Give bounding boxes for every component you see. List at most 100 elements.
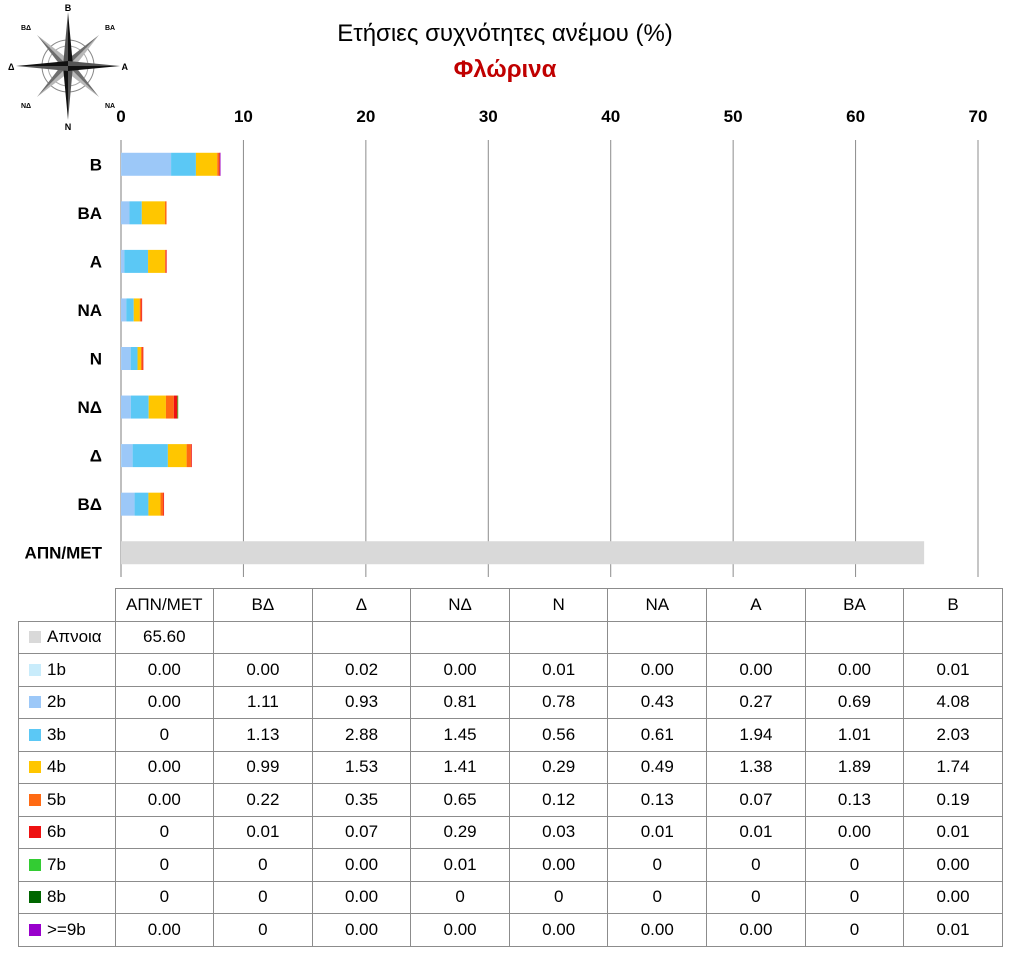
table-cell: 0 <box>804 848 905 882</box>
bar-segment-4b <box>141 201 165 225</box>
bar-segment-3b <box>129 201 142 225</box>
bar-segment-3b <box>124 249 149 273</box>
legend-swatch <box>29 891 41 904</box>
compass-label-s: Ν <box>65 122 72 132</box>
table-cell: 0.00 <box>114 913 215 947</box>
table-cell: 0 <box>607 848 708 882</box>
legend-entry: 3b <box>18 718 116 752</box>
table-cell: 0.00 <box>607 913 708 947</box>
bar-segment-2b <box>121 152 172 176</box>
bar-segment-3b <box>134 492 149 516</box>
legend-entry: 4b <box>18 750 116 784</box>
table-header-cell: ΒΑ <box>804 588 905 622</box>
legend-swatch <box>29 826 41 839</box>
table-cell: 0.01 <box>607 815 708 849</box>
bar-segment-6b <box>190 444 192 468</box>
legend-entry: 5b <box>18 783 116 817</box>
table-cell: 0.69 <box>804 685 905 719</box>
table-cell: 4.08 <box>903 685 1003 719</box>
table-cell: 0.00 <box>508 913 609 947</box>
legend-label: 5b <box>47 789 66 809</box>
table-cell: 0.07 <box>311 815 412 849</box>
table-cell <box>903 620 1003 654</box>
table-row: 8b 0 0 0.00 0 0 0 0 0 0.00 <box>18 880 1003 914</box>
table-cell: 0.01 <box>508 653 609 687</box>
table-cell: 0 <box>114 880 215 914</box>
bar-segment-2b <box>121 249 125 273</box>
compass-label-nw: ΒΔ <box>21 25 31 32</box>
bar-segment-4b <box>148 395 166 419</box>
bar-segment-2b <box>121 492 135 516</box>
table-cell: 0.13 <box>607 783 708 817</box>
table-cell: 0.35 <box>311 783 412 817</box>
table-cell: 0.49 <box>607 750 708 784</box>
table-cell: 1.45 <box>410 718 510 752</box>
table-row: 3b 0 1.13 2.88 1.45 0.56 0.61 1.94 1.01 2.03 <box>18 718 1003 752</box>
legend-entry: 1b <box>18 653 116 687</box>
table-cell: 0.13 <box>804 783 905 817</box>
bar-segment-2b <box>121 444 133 468</box>
bar-segment-3b <box>171 152 196 176</box>
table-header-cell: Δ <box>311 588 412 622</box>
table-cell: 0.00 <box>706 653 806 687</box>
table-row: 5b 0.00 0.22 0.35 0.65 0.12 0.13 0.07 0.13 0.19 <box>18 783 1003 817</box>
bar-segment-4b <box>133 298 140 322</box>
table-cell: 0.00 <box>311 880 412 914</box>
table-cell: 0 <box>706 880 806 914</box>
bar-segment-6b <box>141 298 143 322</box>
bar-segment-7b <box>177 395 179 419</box>
legend-label: 4b <box>47 757 66 777</box>
table-cell: 0.99 <box>213 750 313 784</box>
table-cell: 0.78 <box>508 685 609 719</box>
legend-entry: 2b <box>18 685 116 719</box>
bar-segment-4b <box>148 492 161 516</box>
x-tick-label: 50 <box>724 107 743 126</box>
table-cell: 0.00 <box>410 913 510 947</box>
bar-segment-3b <box>132 444 168 468</box>
legend-entry: Απνοια <box>18 620 116 654</box>
table-cell: 1.13 <box>213 718 313 752</box>
table-header-cell: ΒΔ <box>213 588 313 622</box>
compass-rose: Β ΒΑ Α ΝΑ Ν ΝΔ Δ ΒΔ <box>6 2 130 132</box>
table-row: 2b 0.00 1.11 0.93 0.81 0.78 0.43 0.27 0.69 4.08 <box>18 685 1003 719</box>
bar-segments <box>121 152 925 565</box>
table-header-cell: ΝΑ <box>607 588 708 622</box>
category-label: ΒΑ <box>77 204 102 223</box>
table-cell: 1.41 <box>410 750 510 784</box>
table-cell <box>804 620 905 654</box>
table-cell: 0.29 <box>410 815 510 849</box>
chart-title: Ετήσιες συχνότητες ανέμου (%) <box>337 20 673 47</box>
legend-label: 3b <box>47 724 66 744</box>
legend-label: 8b <box>47 887 66 907</box>
bar-segment-3b <box>130 395 149 419</box>
stacked-bar-chart: 0 10 20 30 40 50 60 70 ΑΠΝ/ΜΕΤ ΒΔ Δ ΝΔ Ν ΝΑ Α ΒΑ Β <box>25 107 987 577</box>
compass-label-ne: ΒΑ <box>105 25 115 32</box>
table-cell: 0.00 <box>213 653 313 687</box>
table-cell: 0.00 <box>114 653 215 687</box>
table-cell: 1.38 <box>706 750 806 784</box>
table-cell: 0.22 <box>213 783 313 817</box>
table-cell: 1.89 <box>804 750 905 784</box>
table-row: 7b 0 0 0.00 0.01 0.00 0 0 0 0.00 <box>18 848 1003 882</box>
table-cell: 0.01 <box>903 815 1003 849</box>
bar-segment-6b <box>173 395 178 419</box>
table-corner <box>18 588 116 622</box>
table-cell: 0.00 <box>311 848 412 882</box>
table-cell: 0 <box>607 880 708 914</box>
table-cell: 0.56 <box>508 718 609 752</box>
table-cell: 0 <box>114 815 215 849</box>
table-cell: 0 <box>114 718 215 752</box>
table-cell: 2.03 <box>903 718 1003 752</box>
x-tick-label: 40 <box>601 107 620 126</box>
bar-segment-5b <box>217 152 220 176</box>
table-header-cell: Α <box>706 588 806 622</box>
bar-segment-6b <box>142 347 144 370</box>
table-cell: 0.00 <box>804 815 905 849</box>
bar-segment-4b <box>167 444 187 468</box>
bar-segment-4b <box>148 249 165 273</box>
legend-swatch <box>29 696 41 709</box>
chart-subtitle: Φλώρινα <box>453 56 557 83</box>
table-cell: 0.65 <box>410 783 510 817</box>
table-cell: 0 <box>804 880 905 914</box>
x-tick-label: 10 <box>234 107 253 126</box>
